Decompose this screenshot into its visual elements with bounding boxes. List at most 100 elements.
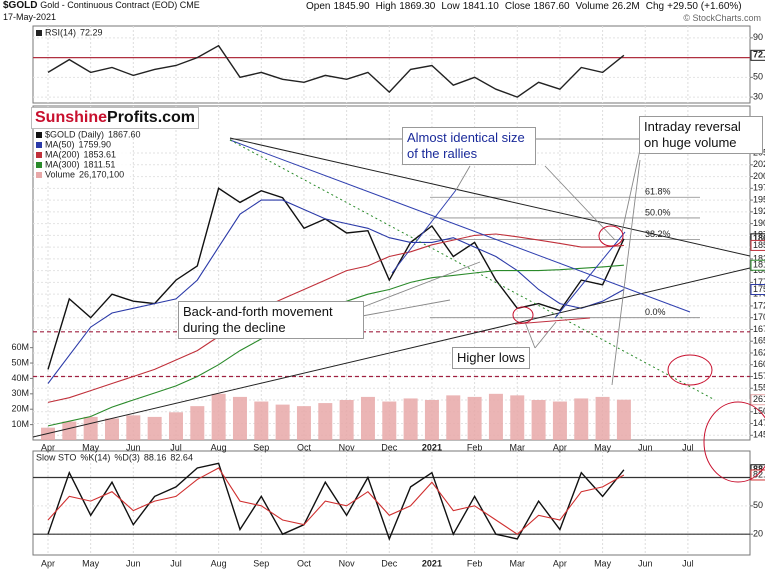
y-tick-label: 1650 (753, 336, 765, 346)
volume-bar (424, 399, 439, 440)
volume-bar (104, 418, 119, 440)
x-tick-label: Aug (211, 558, 227, 568)
x-tick-label: May (594, 558, 612, 568)
x-tick-label: Nov (339, 558, 356, 568)
legend-text: %K(14) (80, 452, 110, 462)
value-tag-label: 1853.61 (753, 240, 765, 250)
x-tick-label: Apr (41, 558, 55, 568)
volume-bar (296, 406, 311, 440)
series-line (47, 462, 625, 541)
value-tag (750, 284, 765, 296)
brand-suffix: Profits.com (107, 109, 196, 126)
legend-swatch (36, 142, 42, 148)
y-tick-label: 1825 (753, 253, 765, 263)
volume-bar (83, 416, 98, 440)
x-tick-label: Feb (467, 442, 483, 452)
x-tick-label: May (594, 442, 612, 452)
y-tick-label: 1950 (753, 194, 765, 204)
annotation-shape (667, 354, 713, 386)
value-tag-label: 1811.51 (753, 260, 765, 270)
y-tick-label: 30 (753, 91, 763, 101)
volume-bar (168, 412, 183, 440)
value-tag-label: 26170100 (753, 394, 765, 404)
legend-text: $GOLD (Daily) (45, 129, 104, 139)
y2-tick-label: 30M (11, 388, 29, 398)
annotation-shape (32, 267, 751, 438)
fib-label: 38.2% (645, 229, 671, 239)
legend-swatch (36, 132, 42, 138)
x-tick-label: Jun (638, 558, 653, 568)
y-tick-label: 2025 (753, 159, 765, 169)
fib-label: 0.0% (645, 307, 666, 317)
quote-label: Low (441, 1, 460, 12)
quote-value: 1869.30 (399, 1, 436, 12)
x-tick-label: Jun (638, 442, 653, 452)
series-line (47, 199, 625, 384)
volume-bar (574, 398, 589, 440)
y-tick-label: 2000 (753, 171, 765, 181)
series-line (47, 44, 625, 98)
annotation-shape (554, 231, 626, 319)
volume-bar (232, 396, 247, 440)
volume-bar (595, 396, 610, 440)
x-tick-label: Apr (41, 442, 55, 452)
legend-value: 1811.51 (84, 159, 116, 169)
value-tag (750, 394, 765, 406)
value-tag (750, 259, 765, 271)
volume-bar (403, 398, 418, 440)
annotation: Back-and-forth movement during the decli… (178, 301, 364, 339)
volume-bar (510, 395, 525, 440)
y-tick-label: 50 (753, 500, 763, 510)
x-tick-label: May (82, 442, 100, 452)
annotation-shape (229, 139, 716, 401)
x-tick-label: Sep (253, 442, 269, 452)
volume-bar (211, 393, 226, 440)
annotation-shape (455, 165, 471, 191)
annotation-shape (621, 149, 641, 233)
value-tag-label: 1867.60 (753, 233, 765, 243)
legend-value: 1853.61 (84, 149, 117, 159)
y-tick-label: 1725 (753, 300, 765, 310)
quote-label: Open (306, 1, 331, 12)
quote-label: Chg (645, 1, 665, 12)
quote-value: +29.50 (+1.60%) (667, 1, 742, 12)
annotation-shape (703, 401, 765, 483)
volume-bar (360, 396, 375, 440)
y-tick-label: 1450 (753, 430, 765, 440)
y2-tick-label: 50M (11, 357, 29, 367)
fib-label: 61.8% (645, 187, 671, 197)
y-tick-label: 1625 (753, 347, 765, 357)
legend-text: %D(3) (114, 452, 140, 462)
annotation-shape (611, 159, 641, 386)
date: 17-May-2021 (3, 12, 57, 22)
y-tick-label: 1700 (753, 312, 765, 322)
legend-swatch (36, 30, 42, 36)
legend-swatch (36, 152, 42, 158)
series-line (47, 233, 624, 403)
quote-label: High (375, 1, 397, 12)
value-tag (750, 233, 765, 245)
y-tick-label: 1575 (753, 371, 765, 381)
series-line (47, 187, 625, 370)
y-tick-label: 1975 (753, 183, 765, 193)
annotation-shape (391, 189, 457, 274)
panel-frame (32, 105, 751, 441)
x-tick-label: Apr (553, 442, 567, 452)
value-tag (750, 239, 765, 251)
series-line (47, 467, 625, 535)
symbol: $GOLD (3, 0, 38, 11)
annotation-shape (229, 139, 691, 313)
volume-bar (275, 404, 290, 440)
legend-value: 1759.90 (79, 139, 112, 149)
x-tick-label: Dec (381, 558, 398, 568)
value-tag-label: 1759.90 (753, 284, 765, 294)
y-tick-label: 50 (753, 72, 763, 82)
quote-label: Volume (575, 1, 609, 12)
y-tick-label: 1925 (753, 206, 765, 216)
legend-text: RSI(14) (45, 27, 76, 37)
volume-bar (467, 396, 482, 440)
x-tick-label: Sep (253, 558, 269, 568)
credit: © StockCharts.com (683, 13, 761, 23)
instrument-name: Gold - Continuous Contract (EOD) CME (40, 0, 200, 10)
